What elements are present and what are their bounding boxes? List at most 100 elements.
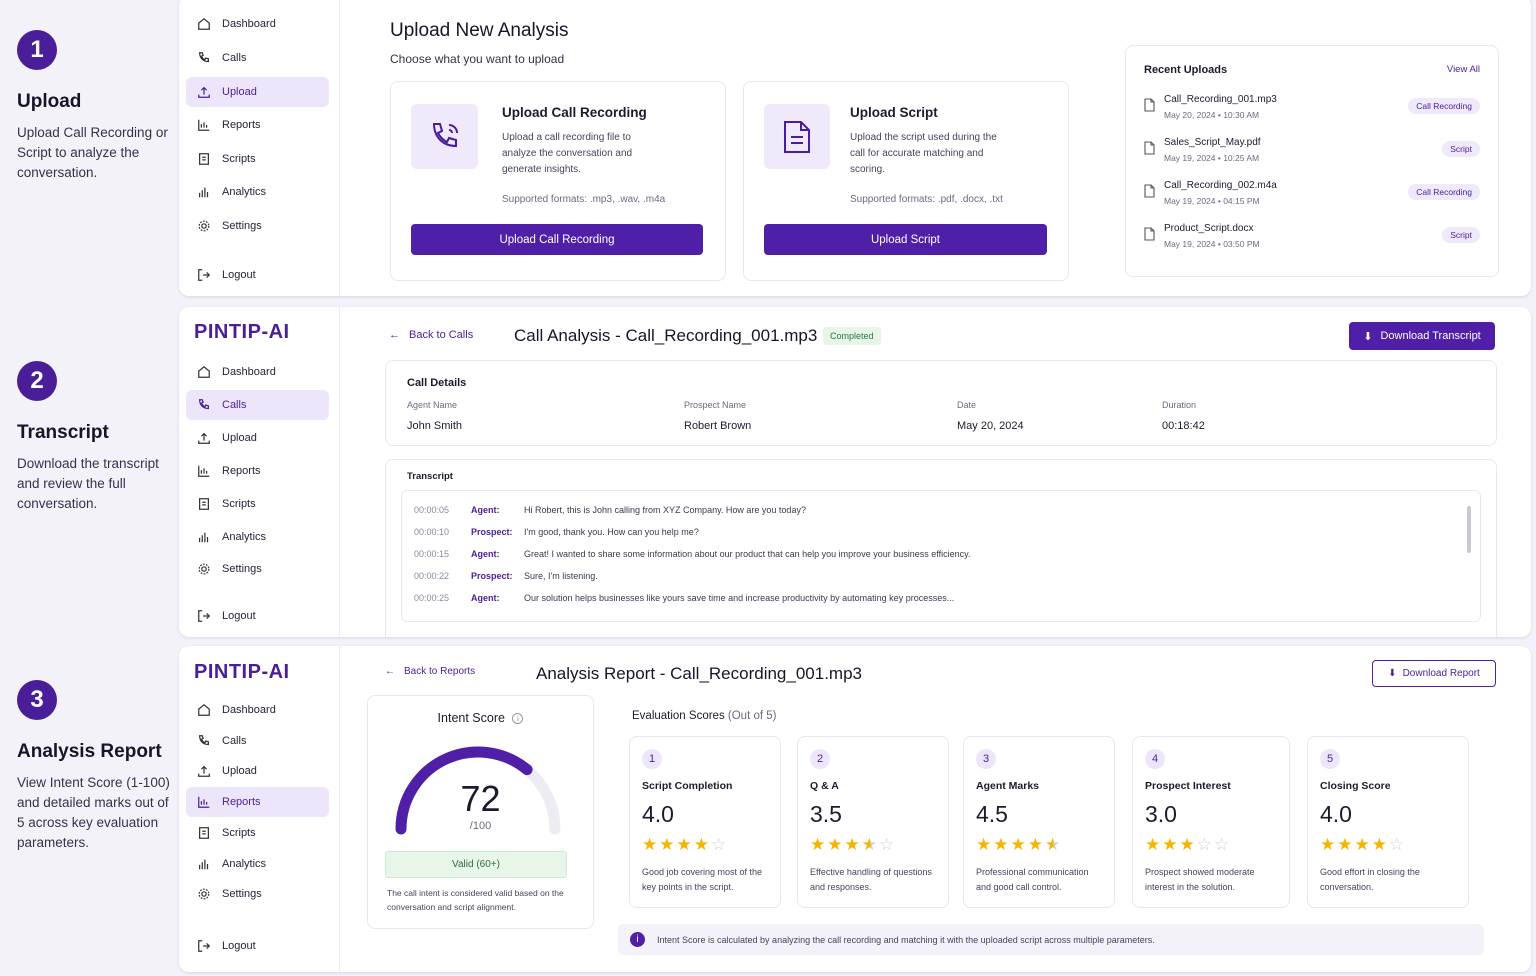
transcript-card: Transcript 00:00:05 Agent: Hi Robert, th…	[385, 459, 1497, 637]
recent-upload-item[interactable]: Product_Script.docx May 19, 2024 • 03:50…	[1144, 223, 1484, 257]
page-title: Analysis Report - Call_Recording_001.mp3	[536, 664, 862, 683]
timestamp: 00:00:22	[414, 571, 450, 581]
sidebar-item-reports[interactable]: Reports	[186, 456, 329, 486]
download-report-button[interactable]: ⬇ Download Report	[1372, 660, 1496, 687]
sidebar-item-analytics[interactable]: Analytics	[186, 849, 329, 879]
star-empty-icon: ☆	[711, 835, 729, 854]
file-type-badge: Call Recording	[1408, 184, 1480, 200]
sidebar-item-logout[interactable]: Logout	[186, 931, 329, 961]
sidebar-item-analytics[interactable]: Analytics	[186, 177, 329, 207]
sidebar-item-label: Logout	[222, 269, 256, 281]
supported-formats: Supported formats: .mp3, .wav, .m4a	[502, 194, 666, 205]
sidebar-item-reports[interactable]: Reports	[186, 787, 329, 817]
sidebar-item-label: Settings	[222, 220, 262, 232]
sidebar-item-settings[interactable]: Settings	[186, 211, 329, 241]
score-card: 1 Script Completion 4.0 ★★★★☆ Good job c…	[629, 736, 781, 908]
upload-call-recording-button[interactable]: Upload Call Recording	[411, 224, 703, 255]
supported-formats: Supported formats: .pdf, .docx, .txt	[850, 194, 1003, 205]
sidebar-item-label: Calls	[222, 735, 247, 747]
star-full-icon: ★	[1145, 835, 1163, 854]
star-full-icon: ★	[676, 835, 694, 854]
sidebar-item-label: Scripts	[222, 153, 256, 165]
sidebar-item-reports[interactable]: Reports	[186, 110, 329, 140]
logout-icon	[198, 610, 211, 622]
view-all-link[interactable]: View All	[1446, 64, 1480, 75]
score-value: 3.5	[810, 801, 842, 827]
report-panel: PINTIP-AI Dashboard Calls Upload Reports…	[179, 646, 1531, 972]
recent-upload-item[interactable]: Sales_Script_May.pdf May 19, 2024 • 10:2…	[1144, 137, 1484, 171]
sidebar-item-label: Analytics	[222, 858, 267, 870]
back-label: Back to Calls	[409, 329, 474, 341]
step-title: Analysis Report	[17, 741, 162, 762]
status-badge: Completed	[823, 327, 881, 345]
sidebar-item-settings[interactable]: Settings	[186, 554, 329, 584]
transcript-box[interactable]: 00:00:05 Agent: Hi Robert, this is John …	[401, 490, 1481, 622]
score-name: Closing Score	[1320, 780, 1391, 792]
recent-upload-item[interactable]: Call_Recording_001.mp3 May 20, 2024 • 10…	[1144, 94, 1484, 128]
star-full-icon: ★	[1371, 835, 1389, 854]
sidebar-item-scripts[interactable]: Scripts	[186, 144, 329, 174]
score-name: Agent Marks	[976, 780, 1040, 792]
sidebar-item-label: Settings	[222, 888, 262, 900]
info-icon[interactable]: i	[512, 713, 524, 724]
sidebar-item-analytics[interactable]: Analytics	[186, 522, 329, 552]
upload-icon	[198, 765, 210, 777]
message: Sure, I'm listening.	[524, 571, 598, 581]
sidebar-item-dashboard[interactable]: Dashboard	[186, 9, 329, 39]
transcript-line: 00:00:05 Agent: Hi Robert, this is John …	[414, 505, 806, 515]
sidebar-item-dashboard[interactable]: Dashboard	[186, 695, 329, 725]
recent-uploads: Recent Uploads View All Call_Recording_0…	[1125, 45, 1499, 277]
recent-upload-item[interactable]: Call_Recording_002.m4a May 19, 2024 • 04…	[1144, 180, 1484, 214]
sidebar-item-calls[interactable]: Calls	[186, 43, 329, 73]
sidebar-item-upload[interactable]: Upload	[186, 77, 329, 107]
sidebar-item-calls[interactable]: Calls	[186, 726, 329, 756]
step-title: Transcript	[17, 422, 109, 443]
sidebar-item-label: Scripts	[222, 827, 256, 839]
message: Our solution helps businesses like yours…	[524, 593, 955, 603]
back-to-calls-link[interactable]: ← Back to Calls	[389, 329, 473, 341]
date-value: May 20, 2024	[957, 420, 1024, 432]
sidebar-item-logout[interactable]: Logout	[186, 260, 329, 290]
intent-score-value: 72	[460, 778, 501, 819]
sidebar-item-dashboard[interactable]: Dashboard	[186, 357, 329, 387]
file-name: Sales_Script_May.pdf	[1164, 137, 1261, 148]
step-description: Download the transcript and review the f…	[17, 456, 159, 511]
intent-score-card: Intent Score i 72 /100 Valid (60+) The c…	[367, 695, 594, 929]
agent-name-value: John Smith	[407, 420, 463, 432]
upload-script-button[interactable]: Upload Script	[764, 224, 1047, 255]
sidebar-item-scripts[interactable]: Scripts	[186, 818, 329, 848]
agent-name-label: Agent Name	[407, 400, 458, 410]
sidebar-item-logout[interactable]: Logout	[186, 601, 329, 631]
evaluation-subtitle: (Out of 5)	[727, 710, 777, 722]
sidebar-item-label: Dashboard	[222, 704, 276, 716]
arrow-left-icon: ←	[385, 666, 395, 677]
star-rating: ★★★★☆	[642, 835, 728, 855]
star-full-icon: ★	[1179, 835, 1197, 854]
sidebar-item-upload[interactable]: Upload	[186, 756, 329, 786]
speaker: Agent:	[471, 593, 500, 603]
star-full-icon: ★	[1162, 835, 1180, 854]
phone-icon	[199, 399, 209, 410]
reports-icon	[198, 119, 210, 131]
timestamp: 00:00:15	[414, 549, 450, 559]
download-transcript-button[interactable]: ⬇ Download Transcript	[1349, 322, 1495, 350]
upload-icon	[198, 432, 210, 444]
score-name: Prospect Interest	[1145, 780, 1231, 792]
sidebar-item-upload[interactable]: Upload	[186, 423, 329, 453]
star-empty-icon: ☆	[1214, 835, 1232, 854]
home-icon	[198, 365, 210, 378]
scrollbar[interactable]	[1467, 506, 1471, 553]
upload-panel: Dashboard Calls Upload Reports Scripts A…	[179, 0, 1531, 296]
back-to-reports-link[interactable]: ← Back to Reports	[385, 666, 475, 677]
upload-script-card: Upload Script Upload the script used dur…	[743, 81, 1069, 281]
sidebar-item-calls[interactable]: Calls	[186, 390, 329, 420]
file-icon	[1144, 141, 1155, 155]
step-analysis-report: 3 Analysis Report View Intent Score (1-1…	[17, 680, 177, 853]
sidebar-item-label: Reports	[222, 119, 261, 131]
sidebar-item-label: Dashboard	[222, 18, 276, 30]
star-full-icon: ★	[1320, 835, 1338, 854]
phone-icon	[411, 104, 478, 169]
phone-icon	[199, 52, 209, 63]
sidebar-item-settings[interactable]: Settings	[186, 879, 329, 909]
sidebar-item-scripts[interactable]: Scripts	[186, 489, 329, 519]
